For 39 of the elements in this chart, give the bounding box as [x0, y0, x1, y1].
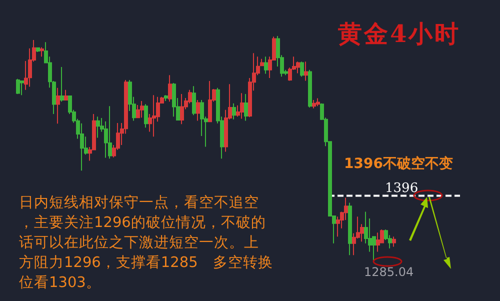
candlestick: [64, 89, 68, 101]
candlestick: [240, 92, 244, 120]
candlestick: [172, 82, 176, 118]
candlestick: [108, 106, 112, 160]
candlestick: [316, 98, 320, 107]
candlestick: [144, 104, 148, 128]
candlestick: [36, 47, 40, 52]
candlestick: [164, 94, 168, 102]
annotation: 1396: [385, 181, 418, 196]
candlestick: [80, 122, 84, 172]
annotation: 1396不破空不变: [344, 155, 453, 173]
candlestick: [300, 61, 304, 78]
candlestick: [392, 236, 396, 248]
candlestick: [308, 69, 312, 108]
candlestick: [264, 56, 268, 74]
candlestick: [376, 232, 380, 252]
candlestick: [140, 100, 144, 118]
candlestick: [312, 100, 316, 109]
candlestick: [348, 202, 352, 256]
candlestick: [16, 78, 20, 94]
candlestick: [192, 86, 196, 116]
candlestick: [244, 93, 248, 122]
chart-title: 黄金4小时: [338, 18, 461, 50]
candlestick: [168, 74, 172, 102]
annotation: 日内短线相对保守一点，看空不追空，主要关注1296的破位情况，不破的话可以在此位之下激进短空一次。上方阻力1296，支撑看1285 多空转换位看1303。: [19, 194, 273, 293]
candlestick: [40, 46, 44, 58]
candlestick: [20, 80, 24, 96]
candlestick: [56, 87, 60, 124]
candlestick: [196, 100, 200, 122]
candlestick: [180, 93, 184, 125]
candlestick: [260, 58, 264, 66]
candlestick: [152, 94, 156, 138]
candlestick: [136, 104, 140, 118]
candlestick: [60, 66, 64, 102]
candlestick: [304, 61, 308, 82]
candlestick: [96, 116, 100, 138]
candlestick: [232, 102, 236, 120]
text: 1285.04: [364, 265, 414, 279]
candlestick: [208, 80, 212, 122]
